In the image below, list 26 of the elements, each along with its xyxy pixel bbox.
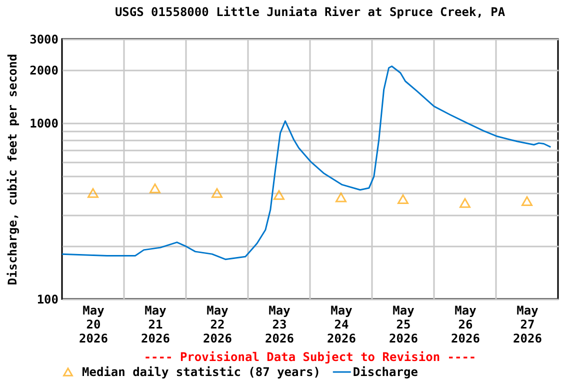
x-tick-label: May 23 2026	[265, 304, 294, 346]
text: ---- Provisional Data Subject to Revision ----	[144, 350, 476, 364]
line-series	[61, 66, 552, 260]
x-tick-label: May 25 2026	[389, 304, 418, 346]
point	[522, 196, 532, 206]
y-tick-label: 3000	[30, 32, 58, 46]
chart-title: USGS 01558000 Little Juniata River at Spruce Creek, PA	[114, 5, 506, 19]
point	[460, 198, 470, 208]
point	[274, 190, 284, 200]
x-tick-label: May 20 2026	[79, 304, 108, 346]
y-axis-title: Discharge, cubic feet per second	[6, 54, 20, 286]
x-tick-label: May 21 2026	[141, 304, 170, 346]
point	[336, 192, 346, 202]
legend-label: Median daily statistic (87 years)	[82, 365, 320, 379]
point	[88, 188, 98, 198]
point	[150, 184, 160, 194]
legend-label: Discharge	[352, 365, 418, 379]
y-tick-label: 2000	[30, 63, 58, 78]
x-tick-label: May 24 2026	[327, 304, 356, 346]
x-tick-label: May 26 2026	[451, 304, 480, 346]
point	[398, 194, 408, 204]
y-tick-label: 1000	[30, 116, 58, 130]
y-tick-label: 100	[36, 292, 58, 306]
x-tick-label: May 22 2026	[203, 304, 232, 346]
point	[212, 188, 222, 198]
x-tick-label: May 27 2026	[513, 304, 542, 346]
